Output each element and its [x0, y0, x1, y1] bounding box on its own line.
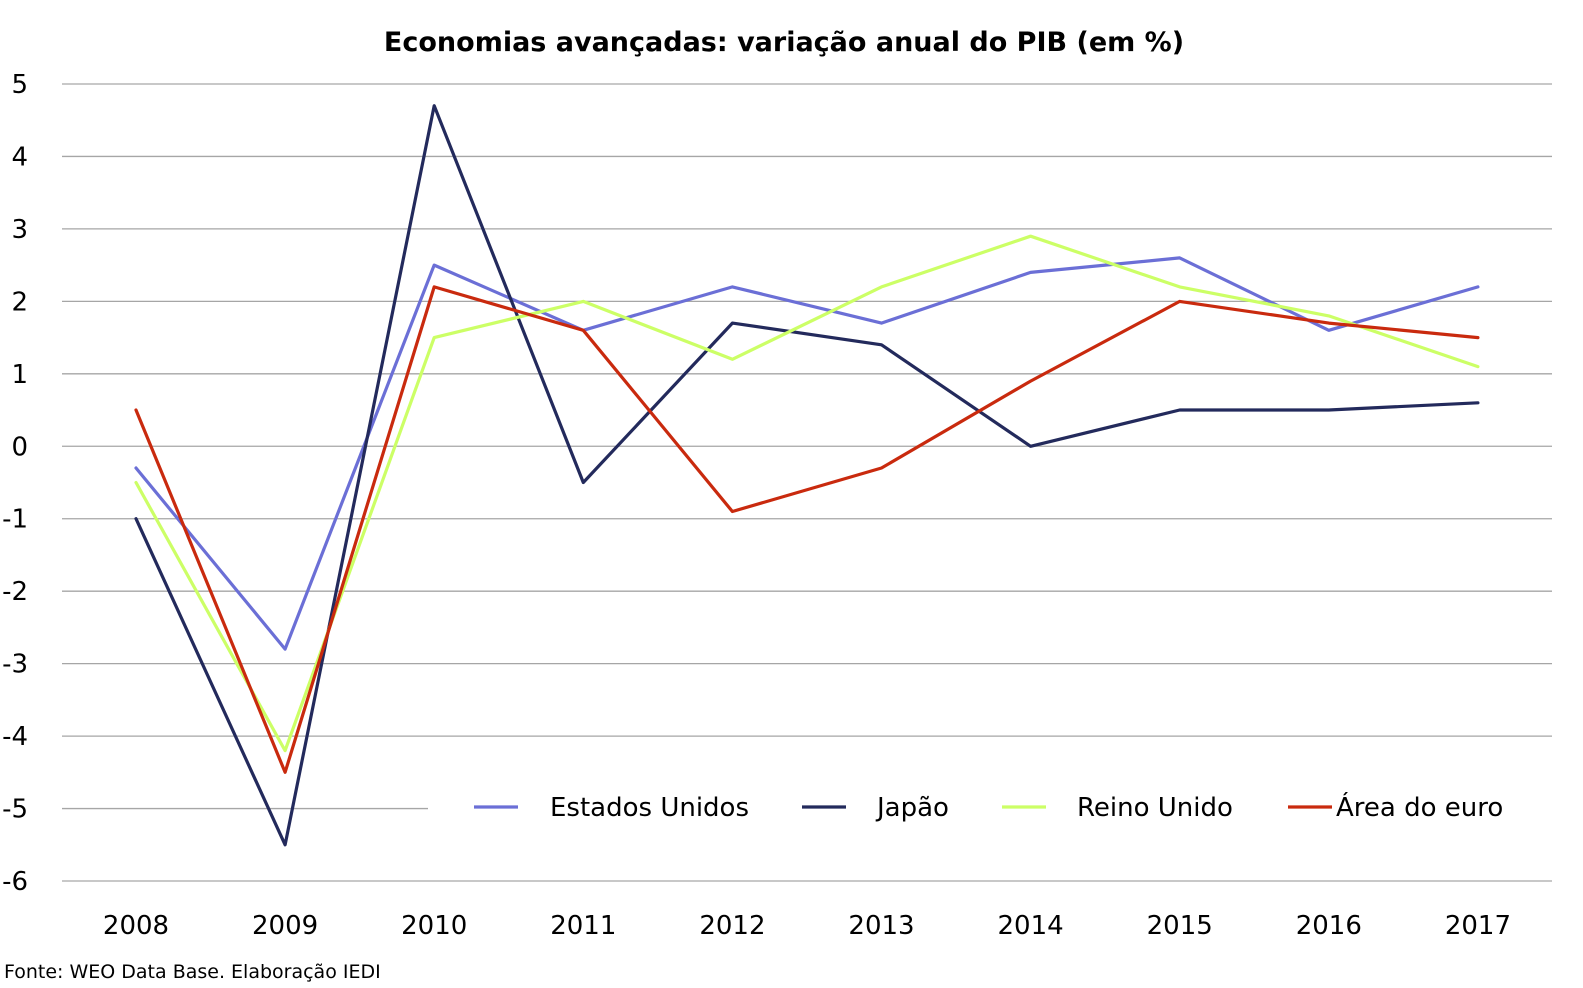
x-tick-label: 2011 — [550, 911, 616, 941]
series-line-reino-unido — [134, 234, 1480, 753]
legend-label: Área do euro — [1336, 791, 1503, 823]
y-tick-label: 4 — [11, 142, 28, 172]
y-tick-label: 3 — [11, 215, 28, 245]
x-tick-label: 2015 — [1147, 911, 1213, 941]
legend-label: Reino Unido — [1077, 793, 1233, 823]
y-tick-label: 2 — [11, 287, 28, 317]
x-tick-label: 2012 — [699, 911, 765, 941]
y-tick-label: 1 — [11, 360, 28, 390]
y-tick-label: 5 — [11, 70, 28, 100]
x-tick-label: 2009 — [252, 911, 318, 941]
y-tick-label: -3 — [2, 650, 28, 680]
series-line-area-do-euro — [134, 285, 1480, 774]
chart-title: Economias avançadas: variação anual do P… — [384, 27, 1184, 58]
source-note: Fonte: WEO Data Base. Elaboração IEDI — [4, 961, 381, 983]
x-axis-ticks: 2008 2009 2010 2011 2012 2013 2014 2015 2016 2017 — [103, 911, 1511, 941]
series-line-japao — [134, 104, 1480, 847]
x-tick-label: 2014 — [998, 911, 1064, 941]
legend: Estados Unidos Japão Reino Unido Área do eu… — [474, 791, 1503, 823]
legend-label: Estados Unidos — [550, 793, 749, 823]
y-tick-label: -1 — [2, 505, 28, 535]
y-tick-label: -2 — [2, 577, 28, 607]
y-tick-label: -4 — [2, 722, 28, 752]
y-tick-label: -6 — [2, 867, 28, 897]
x-tick-label: 2013 — [848, 911, 914, 941]
y-axis-ticks: 5 4 3 2 1 0 -1 -2 -3 -4 -5 -6 — [2, 70, 28, 897]
x-tick-label: 2008 — [103, 911, 169, 941]
legend-label: Japão — [875, 793, 949, 823]
y-tick-label: -5 — [2, 795, 28, 825]
x-tick-label: 2017 — [1445, 911, 1511, 941]
x-tick-label: 2010 — [401, 911, 467, 941]
gridlines — [62, 83, 1552, 882]
series-lines — [134, 104, 1480, 847]
series-line-estados-unidos — [134, 256, 1480, 651]
x-tick-label: 2016 — [1296, 911, 1362, 941]
y-tick-label: 0 — [11, 432, 28, 462]
